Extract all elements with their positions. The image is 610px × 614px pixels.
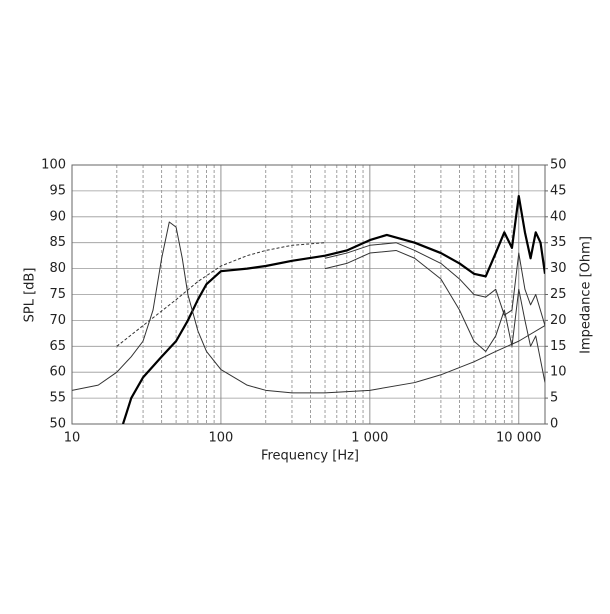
series-line [116, 242, 326, 347]
x-tick-label: 1 000 [351, 431, 388, 446]
y2-tick-label: 40 [550, 209, 567, 224]
y2-tick-label: 45 [550, 183, 567, 198]
y-tick-label: 85 [49, 235, 66, 250]
y2-tick-label: 5 [550, 391, 558, 406]
series-line [324, 249, 545, 383]
y2-tick-label: 10 [550, 365, 567, 380]
y2-tick-label: 20 [550, 313, 567, 328]
series-line [72, 221, 545, 394]
y-tick-label: 75 [49, 287, 66, 302]
y2-tick-label: 35 [550, 235, 567, 250]
y-tick-label: 65 [49, 339, 66, 354]
y2-tick-label: 30 [550, 261, 567, 276]
y-tick-label: 60 [49, 365, 66, 380]
y2-tick-label: 25 [550, 287, 567, 302]
y-tick-label: 95 [49, 183, 66, 198]
y-axis-title: SPL [dB] [23, 268, 38, 323]
series-line [324, 242, 545, 326]
y-tick-label: 55 [49, 391, 66, 406]
y2-tick-label: 15 [550, 339, 567, 354]
x-tick-label: 10 [64, 431, 81, 446]
x-tick-label: 100 [209, 431, 234, 446]
y2-tick-label: 0 [550, 417, 558, 432]
series-line [121, 194, 545, 424]
y2-axis-title: Impedance [Ohm] [579, 236, 594, 354]
x-tick-label: 10 000 [496, 431, 542, 446]
y2-tick-label: 50 [550, 158, 567, 173]
x-axis-title: Frequency [Hz] [261, 449, 359, 464]
y-tick-label: 80 [49, 261, 66, 276]
y-tick-label: 50 [49, 417, 66, 432]
y-tick-label: 90 [49, 209, 66, 224]
plot-frame [71, 164, 546, 425]
y-tick-label: 70 [49, 313, 66, 328]
y-tick-label: 100 [41, 158, 66, 173]
